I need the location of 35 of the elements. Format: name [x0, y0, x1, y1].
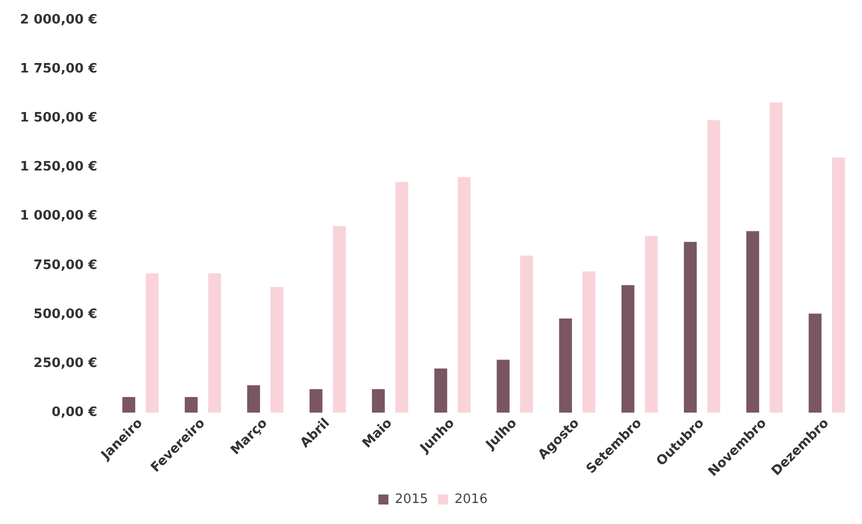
bar: [559, 318, 572, 413]
y-tick-label: 1 000,00 €: [20, 208, 98, 224]
legend-label: 2015: [394, 492, 428, 507]
bar: [146, 273, 159, 413]
bar: [332, 226, 346, 413]
bar: [372, 389, 385, 413]
y-tick-label: 1 250,00 €: [20, 160, 98, 175]
bar: [184, 397, 198, 413]
bar: [208, 273, 222, 413]
y-tick-label: 2 000,00 €: [20, 12, 98, 28]
bar: [270, 287, 284, 413]
bar: [434, 368, 448, 413]
bar: [395, 182, 408, 413]
y-tick-label: 0,00 €: [52, 405, 98, 420]
bar: [832, 157, 845, 413]
bar: [684, 242, 697, 413]
y-tick-label: 500,00 €: [34, 306, 98, 322]
bar: [808, 314, 822, 413]
bar: [746, 231, 760, 413]
bar: [770, 102, 783, 413]
y-tick-label: 750,00 €: [34, 258, 98, 273]
bar: [310, 389, 322, 413]
bar: [496, 360, 510, 413]
bar: [622, 285, 634, 413]
bar: [582, 271, 596, 413]
y-tick-label: 1 500,00 €: [20, 110, 98, 126]
bar: [247, 385, 260, 413]
bar: [458, 177, 471, 413]
y-tick-label: 250,00 €: [34, 356, 98, 372]
y-tick-label: 1 750,00 €: [20, 61, 98, 76]
bar: [520, 256, 533, 413]
legend-label: 2016: [454, 492, 488, 507]
bar: [644, 236, 658, 413]
bar: [122, 397, 136, 413]
bar: [707, 120, 720, 413]
